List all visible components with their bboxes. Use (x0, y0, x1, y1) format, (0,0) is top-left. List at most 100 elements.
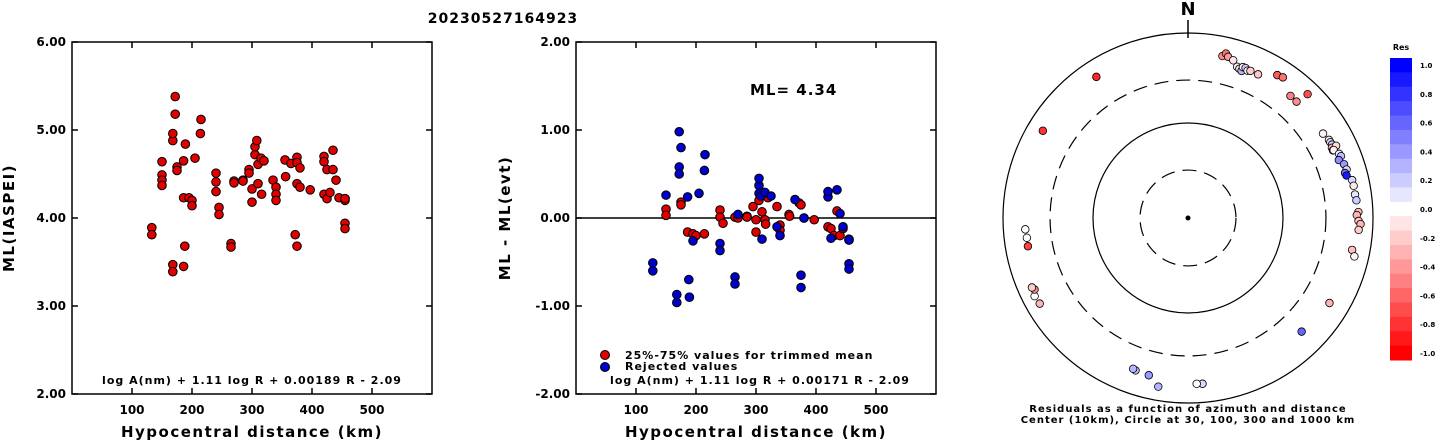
plot1-data-point (195, 128, 206, 139)
plot2-rejected-point (699, 165, 710, 176)
colorbar-cell (1390, 72, 1412, 88)
plot2-rejected-point (648, 266, 658, 276)
plot2-rejected-point (766, 191, 776, 201)
plot2-x-tick-label: 500 (863, 403, 888, 417)
plot2-data-point (676, 200, 686, 210)
plot1-data-point (178, 156, 189, 166)
plot1-data-point (211, 168, 221, 178)
plot2-rejected-point (796, 270, 806, 281)
colorbar-tick-label: 0.0 (1420, 206, 1433, 214)
colorbar-title: Res (1393, 43, 1410, 52)
colorbar-tick-label: -0.6 (1420, 292, 1435, 300)
colorbar-cell (1390, 230, 1412, 246)
plot1-data-point (325, 187, 335, 198)
plot1-data-point (331, 175, 341, 185)
distance-circle-30km (1139, 169, 1237, 267)
epicenter-marker (1185, 215, 1191, 221)
colorbar-cell (1390, 216, 1412, 232)
station-point (1292, 97, 1301, 106)
station-point (1154, 382, 1163, 391)
panel-azimuth-residuals: N Residuals as a function of azimuth and… (1002, 0, 1374, 426)
plot2-rejected-point (674, 126, 685, 137)
plot1-data-point (214, 209, 224, 220)
colorbar-cell (1390, 244, 1412, 260)
station-point (1325, 298, 1334, 308)
plot1-data-point (168, 128, 178, 139)
colorbar-cell (1390, 273, 1412, 289)
station-point (1144, 371, 1153, 380)
plot2-data-point (718, 218, 728, 229)
colorbar-cell (1390, 173, 1412, 188)
plot2-rejected-point (838, 222, 848, 232)
plot1-data-point (328, 164, 338, 175)
station-point (1229, 56, 1238, 65)
plot1-data-point (147, 229, 157, 240)
plot1-y-tick-label: 2.00 (36, 387, 66, 401)
colorbar-cells (1390, 58, 1412, 361)
plot2-rejected-point (730, 279, 740, 289)
plot1-data-point (295, 163, 305, 173)
plot2-data-point (751, 214, 761, 225)
colorbar-tick-label: 0.4 (1420, 148, 1433, 156)
plot1-y-tick-label: 3.00 (36, 299, 66, 313)
distance-circles (1002, 32, 1374, 404)
station-point (1286, 91, 1295, 101)
legend-label-rejected: Rejected values (625, 360, 738, 373)
legend-marker-trimmed (600, 350, 610, 360)
legend-label-trimmed: 25%-75% values for trimmed mean (625, 349, 873, 362)
plot2-rejected-point (823, 186, 833, 197)
plot2-rejected-point (694, 188, 704, 199)
plot2-formula: log A(nm) + 1.11 log R + 0.00171 R - 2.0… (610, 374, 910, 387)
plot1-data-point (244, 168, 254, 178)
plot1-x-tick-label: 400 (299, 403, 324, 417)
plot1-data-point (271, 195, 281, 206)
plot1-data-point (172, 165, 182, 176)
plot2-y-axis-label: ML - ML(evt) (496, 156, 514, 280)
station-point (1246, 66, 1255, 76)
colorbar-cell (1390, 129, 1412, 145)
plot2-x-ticks: 100 200 300 400 500 (623, 42, 889, 417)
plot2-rejected-point (844, 264, 854, 274)
plot2-rejected-point (733, 209, 743, 220)
colorbar-tick-label: -1.0 (1420, 350, 1435, 358)
plot2-data-point (699, 229, 710, 239)
plot2-data-point (748, 201, 758, 212)
distance-circle-100km (1092, 122, 1284, 314)
caption-line-1: Residuals as a function of azimuth and d… (1029, 404, 1346, 415)
station-point (1253, 70, 1263, 79)
station-point (1354, 225, 1363, 235)
plot1-data-point (295, 182, 305, 192)
legend-marker-rejected (600, 362, 610, 372)
plot1-data-point (196, 114, 206, 125)
plot2-data-point (661, 210, 671, 221)
plot1-y-ticks: 2.00 3.00 4.00 5.00 6.00 (36, 35, 432, 401)
plot1-data-point (168, 266, 178, 277)
plot2-y-tick-label: 1.00 (540, 123, 570, 137)
colorbar-cell (1390, 158, 1412, 174)
station-point (1027, 283, 1037, 292)
plot1-data-point (229, 178, 239, 188)
plot1-data-point (280, 171, 291, 182)
plot1-data-point (328, 145, 338, 156)
plot1-y-tick-label: 6.00 (36, 35, 66, 49)
colorbar-cell (1390, 201, 1412, 217)
station-point (1128, 364, 1138, 374)
plot2-rejected-point (700, 149, 710, 160)
plot2-rejected-point (844, 235, 854, 245)
colorbar-tick-label: 1.0 (1420, 62, 1433, 70)
plot2-y-tick-label: -1.00 (535, 299, 570, 313)
panel-ml-iaspei: 2.00 3.00 4.00 5.00 6.00 100 200 300 400 500 log… (0, 35, 433, 441)
station-point (1352, 196, 1361, 205)
plot1-y-axis-label: ML(IASPEI) (0, 164, 18, 272)
plot2-data-point (772, 201, 782, 212)
colorbar-cell (1390, 259, 1412, 275)
station-point (1022, 233, 1032, 242)
plot2-data-point (751, 227, 761, 237)
plot2-x-tick-label: 300 (743, 403, 768, 417)
plot1-points (147, 91, 350, 277)
plot2-rejected-point (674, 169, 685, 179)
station-point (1035, 299, 1044, 308)
colorbar-cell (1390, 345, 1412, 361)
plot2-rejected-point (772, 222, 782, 232)
